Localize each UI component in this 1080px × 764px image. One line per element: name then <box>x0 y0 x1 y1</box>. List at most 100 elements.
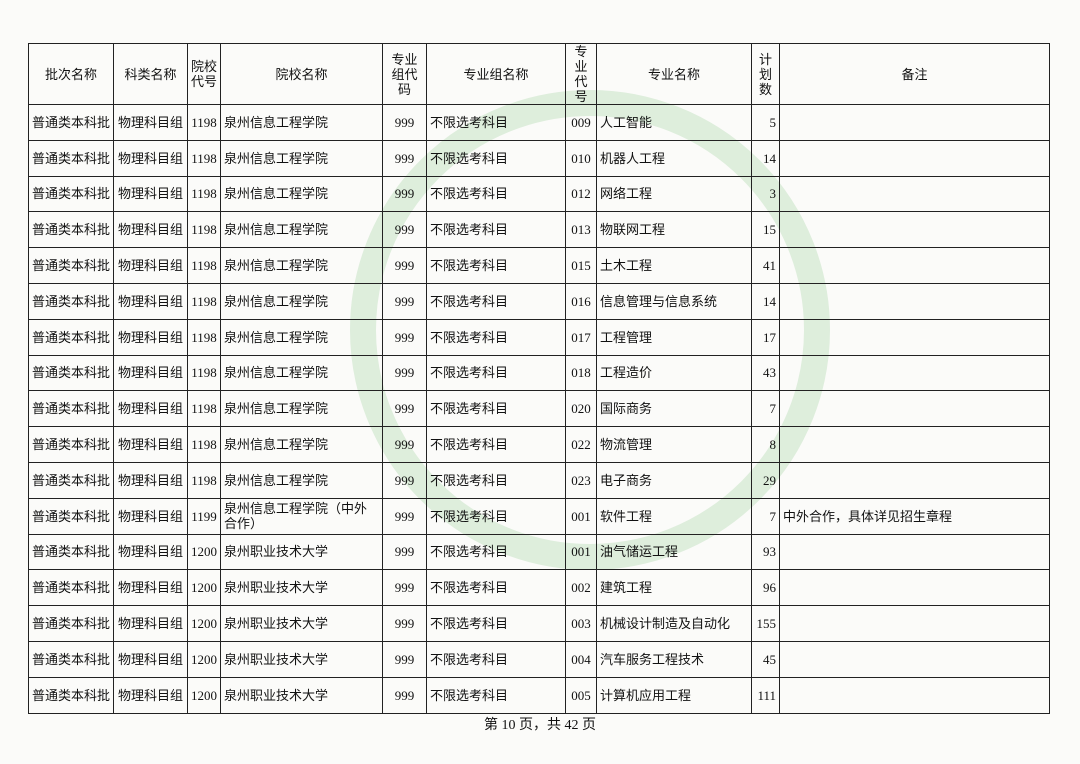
school-cell: 泉州信息工程学院（中外合作） <box>220 497 383 535</box>
school-code-cell: 1198 <box>187 318 221 356</box>
table-row: 普通类本科批 物理科目组 1200 泉州职业技术大学 999 不限选考科目 001 油气储运工… <box>28 533 1050 571</box>
school-cell: 泉州信息工程学院 <box>220 247 383 284</box>
table-row: 普通类本科批 物理科目组 1198 泉州信息工程学院 999 不限选考科目 018 工程造价 4… <box>28 354 1050 392</box>
batch-cell: 普通类本科批 <box>28 247 114 284</box>
school-cell: 泉州职业技术大学 <box>220 676 383 714</box>
school-cell: 泉州信息工程学院 <box>220 461 383 499</box>
major-code-cell: 013 <box>565 211 597 249</box>
column-header: 院校代号 <box>187 43 221 105</box>
remark-cell: 中外合作，具体详见招生章程 <box>779 497 1050 535</box>
subject-cell: 物理科目组 <box>113 461 188 499</box>
empty-cell <box>779 676 1050 714</box>
batch-cell: 普通类本科批 <box>28 497 114 535</box>
school-cell: 泉州信息工程学院 <box>220 390 383 428</box>
plan-cell: 7 <box>751 390 780 428</box>
table-body: 普通类本科批 物理科目组 1198 泉州信息工程学院 999 不限选考科目 009 人工智能 5… <box>28 104 1050 714</box>
table-row: 普通类本科批 物理科目组 1198 泉州信息工程学院 999 不限选考科目 015 土木工程 4… <box>28 247 1050 284</box>
plan-cell: 155 <box>751 605 780 642</box>
empty-cell <box>779 104 1050 141</box>
plan-cell: 96 <box>751 569 780 607</box>
column-header: 专业组名称 <box>426 43 566 105</box>
school-code-cell: 1198 <box>187 247 221 284</box>
group-code-cell: 999 <box>382 533 427 571</box>
group-code-cell: 999 <box>382 139 427 177</box>
column-header: 批次名称 <box>28 43 114 105</box>
subject-cell: 物理科目组 <box>113 175 188 213</box>
subject-cell: 物理科目组 <box>113 605 188 642</box>
school-code-cell: 1198 <box>187 426 221 463</box>
column-header: 专业代号 <box>565 43 597 105</box>
empty-cell <box>779 175 1050 213</box>
subject-cell: 物理科目组 <box>113 676 188 714</box>
major-cell: 计算机应用工程 <box>596 676 752 714</box>
school-cell: 泉州职业技术大学 <box>220 533 383 571</box>
group-code-cell: 999 <box>382 497 427 535</box>
school-cell: 泉州信息工程学院 <box>220 426 383 463</box>
group-cell: 不限选考科目 <box>426 354 566 392</box>
subject-cell: 物理科目组 <box>113 640 188 678</box>
table-row: 普通类本科批 物理科目组 1198 泉州信息工程学院 999 不限选考科目 009 人工智能 5 <box>28 104 1050 141</box>
column-header: 院校名称 <box>220 43 383 105</box>
major-code-cell: 012 <box>565 175 597 213</box>
column-header: 专业组代码 <box>382 43 427 105</box>
subject-cell: 物理科目组 <box>113 247 188 284</box>
table-row: 普通类本科批 物理科目组 1199 泉州信息工程学院（中外合作） 999 不限选考科目 00… <box>28 497 1050 535</box>
plan-cell: 111 <box>751 676 780 714</box>
group-cell: 不限选考科目 <box>426 318 566 356</box>
school-cell: 泉州信息工程学院 <box>220 175 383 213</box>
table-row: 普通类本科批 物理科目组 1198 泉州信息工程学院 999 不限选考科目 012 网络工程 3 <box>28 175 1050 213</box>
batch-cell: 普通类本科批 <box>28 640 114 678</box>
empty-cell <box>779 390 1050 428</box>
plan-cell: 29 <box>751 461 780 499</box>
table-row: 普通类本科批 物理科目组 1200 泉州职业技术大学 999 不限选考科目 004 汽车服务工… <box>28 640 1050 678</box>
group-code-cell: 999 <box>382 104 427 141</box>
plan-cell: 41 <box>751 247 780 284</box>
empty-cell <box>779 318 1050 356</box>
plan-cell: 5 <box>751 104 780 141</box>
empty-cell <box>779 211 1050 249</box>
major-code-cell: 017 <box>565 318 597 356</box>
group-code-cell: 999 <box>382 318 427 356</box>
table-row: 普通类本科批 物理科目组 1200 泉州职业技术大学 999 不限选考科目 002 建筑工程 9… <box>28 569 1050 607</box>
table-row: 普通类本科批 物理科目组 1198 泉州信息工程学院 999 不限选考科目 020 国际商务 7 <box>28 390 1050 428</box>
plan-cell: 14 <box>751 139 780 177</box>
batch-cell: 普通类本科批 <box>28 282 114 320</box>
major-code-cell: 001 <box>565 497 597 535</box>
school-cell: 泉州职业技术大学 <box>220 605 383 642</box>
plan-cell: 15 <box>751 211 780 249</box>
empty-cell <box>779 461 1050 499</box>
subject-cell: 物理科目组 <box>113 211 188 249</box>
school-code-cell: 1200 <box>187 640 221 678</box>
major-code-cell: 018 <box>565 354 597 392</box>
batch-cell: 普通类本科批 <box>28 318 114 356</box>
major-code-cell: 010 <box>565 139 597 177</box>
major-code-cell: 023 <box>565 461 597 499</box>
empty-cell <box>779 354 1050 392</box>
school-cell: 泉州信息工程学院 <box>220 318 383 356</box>
group-cell: 不限选考科目 <box>426 569 566 607</box>
group-cell: 不限选考科目 <box>426 104 566 141</box>
group-code-cell: 999 <box>382 569 427 607</box>
group-cell: 不限选考科目 <box>426 497 566 535</box>
plan-cell: 43 <box>751 354 780 392</box>
major-cell: 人工智能 <box>596 104 752 141</box>
group-cell: 不限选考科目 <box>426 426 566 463</box>
school-cell: 泉州信息工程学院 <box>220 354 383 392</box>
table-row: 普通类本科批 物理科目组 1200 泉州职业技术大学 999 不限选考科目 003 机械设计制… <box>28 605 1050 642</box>
empty-cell <box>779 569 1050 607</box>
batch-cell: 普通类本科批 <box>28 569 114 607</box>
school-code-cell: 1198 <box>187 390 221 428</box>
group-code-cell: 999 <box>382 426 427 463</box>
plan-cell: 93 <box>751 533 780 571</box>
group-code-cell: 999 <box>382 354 427 392</box>
table-row: 普通类本科批 物理科目组 1198 泉州信息工程学院 999 不限选考科目 022 物流管理 8 <box>28 426 1050 463</box>
batch-cell: 普通类本科批 <box>28 533 114 571</box>
page-footer: 第 10 页，共 42 页 <box>484 718 596 733</box>
empty-cell <box>779 533 1050 571</box>
major-code-cell: 016 <box>565 282 597 320</box>
subject-cell: 物理科目组 <box>113 533 188 571</box>
major-cell: 工程管理 <box>596 318 752 356</box>
school-code-cell: 1200 <box>187 676 221 714</box>
major-code-cell: 001 <box>565 533 597 571</box>
